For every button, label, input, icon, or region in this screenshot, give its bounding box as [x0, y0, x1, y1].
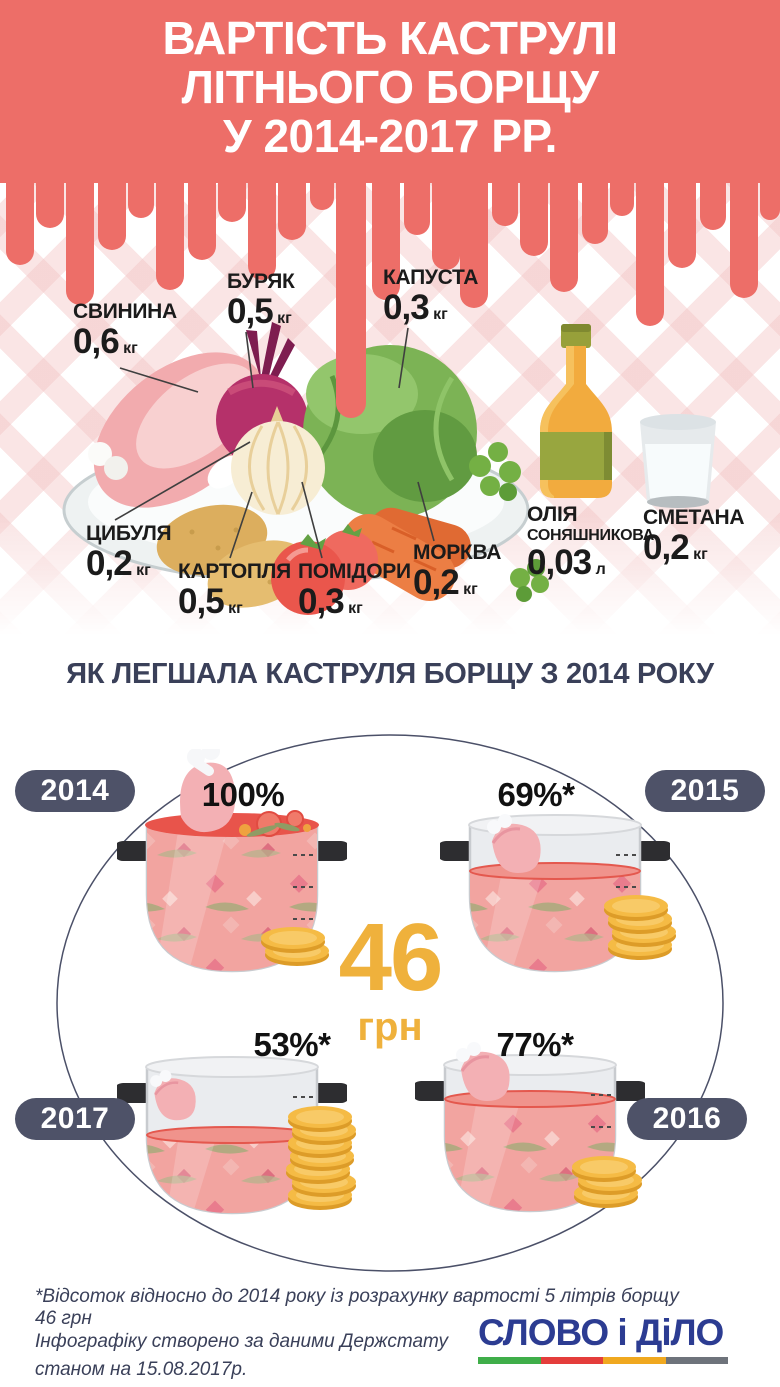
ingredient-unit: кг	[463, 581, 478, 598]
ingredient-amount: 0,2	[413, 563, 460, 602]
onion-icon	[231, 406, 325, 515]
ingredient-amount: 0,5	[227, 292, 274, 331]
percent-2017: 53%*	[253, 1026, 331, 1063]
source-credit-line2: станом на 15.08.2017р.	[35, 1358, 248, 1380]
ingredient-name-line2: СОНЯШНИКОВА	[527, 527, 655, 544]
ingredient-unit: кг	[433, 306, 448, 323]
header-banner: ВАРТІСТЬ КАСТРУЛІ ЛІТНЬОГО БОРЩУ У 2014-…	[0, 0, 780, 183]
ingredients-plate-illustration	[62, 322, 716, 615]
ingredient-unit: кг	[136, 562, 151, 579]
broth-garnish	[239, 810, 311, 837]
tomatoes-icon	[271, 524, 378, 615]
cabbage-icon	[303, 345, 477, 519]
oil-bottle-icon	[540, 324, 612, 498]
page-title-line2: ЛІТНЬОГО БОРЩУ	[181, 60, 599, 113]
logo-color-bar	[478, 1357, 728, 1364]
ingredient-label-pork: СВИНИНА 0,6 кг	[73, 300, 177, 362]
ingredient-name: БУРЯК	[227, 270, 295, 293]
center-price: 46 грн	[300, 904, 480, 1050]
ingredient-label-cabbage: КАПУСТА 0,3 кг	[383, 266, 478, 328]
year-badge-2017: 2017	[15, 1098, 135, 1140]
ingredient-amount: 0,3	[298, 582, 345, 621]
pot-2015-icon	[440, 812, 670, 973]
page-title-line3: У 2014-2017 РР.	[223, 109, 557, 162]
ingredient-unit: кг	[693, 546, 708, 563]
ingredient-amount: 0,03	[527, 543, 592, 582]
ingredient-name: ОЛІЯ	[527, 503, 578, 526]
page-title-line1: ВАРТІСТЬ КАСТРУЛІ	[162, 12, 618, 64]
ingredient-unit: кг	[277, 310, 292, 327]
source-credit: Інфографіку створено за даними Держстату…	[35, 1328, 455, 1383]
percent-2016: 77%*	[496, 1026, 574, 1063]
ingredient-label-potato: КАРТОПЛЯ 0,5 кг	[178, 560, 291, 622]
price-value: 46	[338, 904, 444, 1011]
ingredient-unit: кг	[348, 600, 363, 617]
percent-2015: 69%*	[497, 776, 575, 813]
ingredient-label-beet: БУРЯК 0,5 кг	[227, 270, 295, 332]
year-badge-2016: 2016	[627, 1098, 747, 1140]
page-title: ВАРТІСТЬ КАСТРУЛІ ЛІТНЬОГО БОРЩУ У 2014-…	[0, 14, 780, 160]
ingredient-name: СВИНИНА	[73, 300, 177, 323]
ingredient-label-tomato: ПОМІДОРИ 0,3 кг	[298, 560, 411, 622]
footnote: *Відсоток відносно до 2014 року із розра…	[35, 1286, 679, 1329]
ingredient-amount: 0,5	[178, 582, 225, 621]
ingredient-name: КАПУСТА	[383, 266, 479, 289]
ingredient-name: ЦИБУЛЯ	[86, 522, 172, 545]
slovo-i-dilo-logo: СЛОВО і ДіЛО	[478, 1312, 730, 1364]
ingredient-amount: 0,6	[73, 322, 120, 361]
ingredient-label-carrot: МОРКВА 0,2 кг	[413, 541, 501, 603]
source-credit-line1: Інфографіку створено за даними Держстату	[35, 1331, 448, 1352]
coins-2016-icon	[572, 1156, 642, 1208]
pot-2014-icon	[117, 749, 347, 973]
ingredient-label-oil: ОЛІЯ СОНЯШНИКОВА 0,03 л	[527, 503, 654, 583]
leader-lines	[114, 327, 435, 559]
ingredient-name: МОРКВА	[413, 541, 502, 564]
year-badge-2015: 2015	[645, 770, 765, 812]
ingredient-name: ПОМІДОРИ	[298, 560, 411, 583]
ingredient-amount: 0,3	[383, 288, 430, 327]
ingredient-name: СМЕТАНА	[643, 506, 745, 529]
ingredient-amount: 0,2	[86, 544, 133, 583]
ingredient-label-onion: ЦИБУЛЯ 0,2 кг	[86, 522, 172, 584]
ingredient-unit: кг	[228, 600, 243, 617]
ingredient-unit: л	[595, 561, 606, 578]
logo-text: СЛОВО і ДіЛО	[478, 1312, 724, 1353]
price-unit: грн	[357, 1005, 423, 1050]
sour-cream-glass-icon	[640, 414, 716, 508]
section-title: ЯК ЛЕГШАЛА КАСТРУЛЯ БОРЩУ З 2014 РОКУ	[66, 658, 714, 690]
ingredient-amount: 0,2	[643, 528, 690, 567]
ingredient-unit: кг	[123, 340, 138, 357]
coins-2015-icon	[604, 895, 676, 960]
ingredient-name: КАРТОПЛЯ	[178, 560, 291, 583]
parsley-icon	[469, 442, 549, 602]
year-cycle-ellipse	[56, 734, 724, 1272]
coins-2017-icon	[286, 1106, 356, 1210]
carrot-icon	[342, 507, 471, 601]
ingredient-label-sour-cream: СМЕТАНА 0,2 кг	[643, 506, 745, 568]
year-badge-2014: 2014	[15, 770, 135, 812]
percent-2014: 100%	[201, 776, 285, 813]
